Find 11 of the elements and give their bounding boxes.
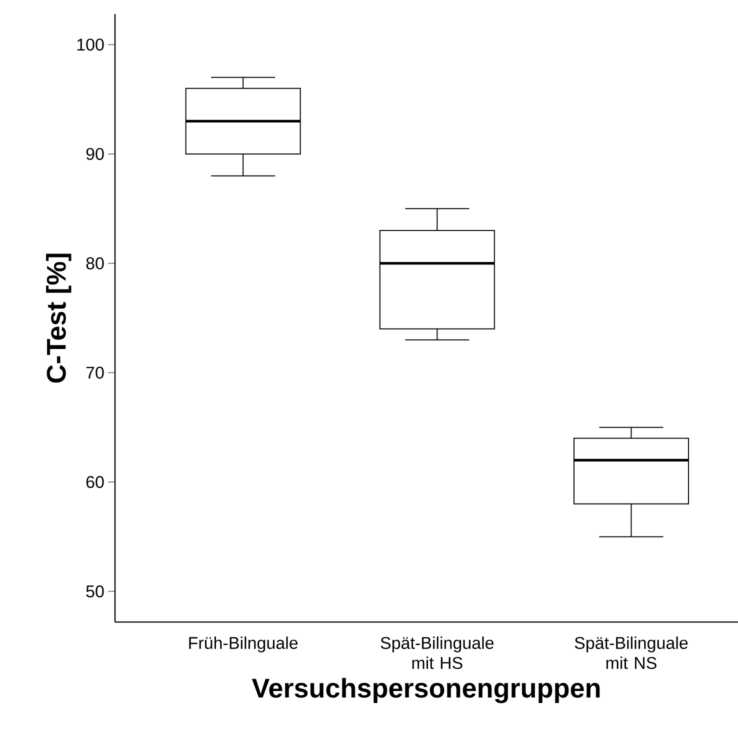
y-tick-label: 100 — [77, 38, 104, 51]
y-tick-label: 90 — [86, 148, 104, 160]
y-axis-title: C-Test [%] — [46, 254, 72, 383]
x-axis-title: Versuchspersonengruppen — [252, 678, 600, 704]
x-tick-label: Spät-Bilinguale mit HS — [380, 636, 494, 670]
y-tick-label: 50 — [86, 585, 104, 598]
x-tick-label: Spät-Bilinguale mit NS — [574, 636, 688, 670]
y-tick-label: 80 — [86, 257, 104, 270]
y-tick-label: 70 — [86, 366, 104, 379]
y-tick-label: 60 — [86, 476, 104, 488]
x-tick-label: Früh-Bilnguale — [189, 636, 298, 652]
